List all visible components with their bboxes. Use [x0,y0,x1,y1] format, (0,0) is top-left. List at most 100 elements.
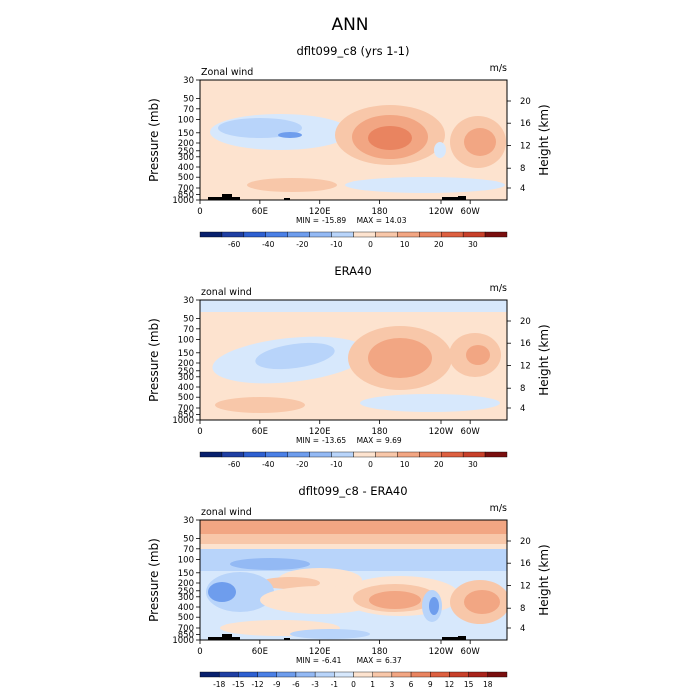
colorbar-swatch [353,231,376,238]
y-tick-label: 200 [178,139,194,149]
colorbar-swatch [331,231,354,238]
y-tick-label: 700 [178,624,194,634]
colorbar-swatch [462,451,486,458]
x-tick-label: 180 [371,207,387,217]
plot-frame [199,79,508,201]
colorbar-swatch [199,231,223,238]
colorbar-swatch [243,451,266,458]
topography [284,198,290,200]
colorbar-swatch [375,231,398,238]
upper-band [200,520,507,534]
min-value: -15.89 [322,216,346,225]
y-right-tick-label: 20 [520,317,531,327]
difference-region [208,582,236,602]
colorbar-label: -20 [296,460,308,469]
topography [458,636,466,640]
units-label: m/s [490,503,507,514]
topography [222,194,232,200]
colorbar-swatch [353,671,373,678]
min-label: MIN = [296,436,319,445]
difference-region [206,572,274,612]
x-tick-label: 120E [309,207,331,217]
colorbar-swatch [295,671,316,678]
units-label: m/s [490,283,507,294]
colorbar-swatch [238,671,258,678]
colorbar-label: -60 [228,240,240,249]
colorbar-label: 0 [351,680,356,689]
low-level-westerly [247,178,337,192]
colorbar-label: 6 [409,680,414,689]
colorbar-swatch [218,671,239,678]
x-tick-label: 180 [371,427,387,437]
colorbar-swatch [265,451,288,458]
x-tick-label: 120E [309,647,331,657]
easterly-core [278,132,302,138]
colorbar-label: 15 [464,680,474,689]
y-tick-label: 400 [178,163,194,173]
max-label: MAX = [357,656,382,665]
topography [458,196,466,200]
colorbar-swatch [410,671,431,678]
plot-frame [199,299,508,421]
y-tick-label: 100 [178,336,194,346]
field-name-label: zonal wind [201,507,252,518]
y-tick-label: 250 [178,587,194,597]
colorbar: -60 -40 -20 -10 0 10 20 30 [199,231,508,249]
westerly-jet [368,338,432,378]
contour-field [200,300,507,420]
y-tick-label: 30 [183,76,194,86]
colorbar-swatch [484,451,508,458]
colorbar-label: -12 [251,680,263,689]
colorbar-label: 9 [428,680,433,689]
y-right-tick-label: 16 [520,559,531,569]
difference-region [369,591,421,609]
colorbar-swatch [449,671,469,678]
y-right-axis-label: Height (km) [537,104,551,175]
colorbar-swatch [468,671,489,678]
colorbar-swatch [221,451,245,458]
y-right-tick-label: 12 [520,361,531,371]
x-tick-label: 0 [197,207,202,217]
colorbar-swatch [397,451,420,458]
y-right-axis-label: Height (km) [537,324,551,395]
colorbar-swatch [391,671,412,678]
y-right-tick-label: 8 [520,384,525,394]
y-tick-label: 100 [178,116,194,126]
colorbar-label: -15 [232,680,244,689]
easterly-region [345,177,505,193]
x-tick-label: 0 [197,647,202,657]
plot-area [200,520,507,640]
colorbar-swatch [276,671,297,678]
x-tick-label: 120E [309,427,331,437]
plot-frame [199,519,508,641]
colorbar-swatch [487,671,508,678]
colorbar-swatch [331,451,354,458]
colorbar-swatch [419,451,442,458]
colorbar-swatch [287,451,310,458]
min-value: -6.41 [322,656,342,665]
colorbar-swatch [397,231,420,238]
y-axis-label: Pressure (mb) [147,318,161,402]
colorbar-swatch [199,671,220,678]
y-tick-label: 1000 [172,196,194,206]
y-tick-label: 30 [183,296,194,306]
x-tick-label: 120W [429,207,454,217]
y-tick-label: 700 [178,404,194,414]
y-right-tick-label: 12 [520,141,531,151]
westerly-jet [464,128,496,156]
y-axis-label: Pressure (mb) [147,538,161,622]
max-value: 14.03 [385,216,407,225]
easterly-region [255,342,335,370]
colorbar-swatch [243,231,266,238]
y-right-tick-label: 4 [520,624,525,634]
y-tick-label: 500 [178,613,194,623]
plot-area [200,300,507,420]
y-tick-label: 400 [178,603,194,613]
stratospheric-easterly [200,300,507,312]
y-tick-label: 150 [178,569,194,579]
x-tick-label: 60E [252,647,268,657]
colorbar-swatch [375,451,398,458]
field-name-label: zonal wind [201,287,252,298]
